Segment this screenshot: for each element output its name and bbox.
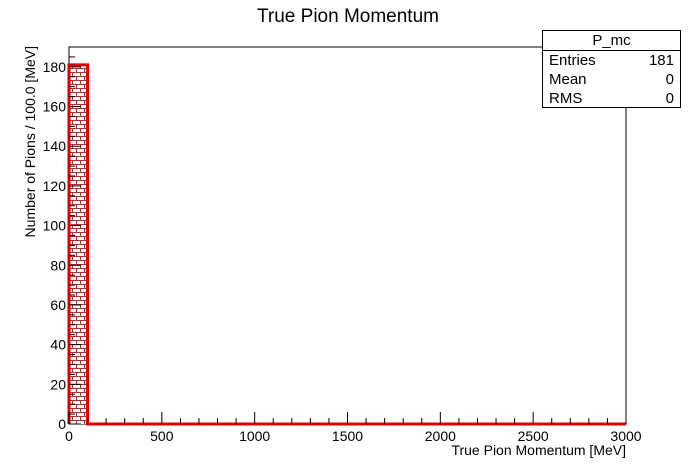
x-tick-label: 500 bbox=[150, 428, 174, 444]
stats-box: P_mc Entries 181 Mean 0 RMS 0 bbox=[542, 30, 681, 108]
x-tick-label: 2500 bbox=[518, 428, 549, 444]
y-tick-label: 20 bbox=[50, 376, 66, 392]
stats-value: 181 bbox=[648, 52, 674, 69]
x-tick-label: 3000 bbox=[610, 428, 641, 444]
y-tick-label: 100 bbox=[43, 218, 67, 234]
histogram-outline bbox=[67, 63, 626, 426]
stats-label: Entries bbox=[549, 52, 596, 69]
y-tick-label: 120 bbox=[43, 178, 67, 194]
stats-row-mean: Mean 0 bbox=[543, 70, 680, 89]
y-tick-label: 60 bbox=[50, 297, 66, 313]
stats-label: Mean bbox=[549, 71, 587, 88]
stats-value: 0 bbox=[665, 71, 674, 88]
y-tick-label: 80 bbox=[50, 257, 66, 273]
y-tick-label: 140 bbox=[43, 138, 67, 154]
x-tick-label: 0 bbox=[65, 428, 73, 444]
stats-row-entries: Entries 181 bbox=[543, 51, 680, 70]
x-tick-label: 2000 bbox=[425, 428, 456, 444]
x-tick-label: 1500 bbox=[332, 428, 363, 444]
y-tick-label: 160 bbox=[43, 99, 67, 115]
y-tick-label: 40 bbox=[50, 337, 66, 353]
x-tick-label: 1000 bbox=[239, 428, 270, 444]
y-axis-title: Number of Pions / 100.0 [MeV] bbox=[22, 46, 38, 237]
y-tick-label: 0 bbox=[58, 416, 66, 432]
x-axis-title: True Pion Momentum [MeV] bbox=[451, 442, 626, 458]
stats-value: 0 bbox=[665, 90, 674, 107]
y-tick-label: 180 bbox=[43, 59, 67, 75]
stats-label: RMS bbox=[549, 90, 583, 107]
stats-row-rms: RMS 0 bbox=[543, 89, 680, 108]
histogram-bin bbox=[69, 64, 88, 424]
stats-name: P_mc bbox=[543, 31, 680, 51]
chart-title: True Pion Momentum bbox=[257, 6, 439, 27]
